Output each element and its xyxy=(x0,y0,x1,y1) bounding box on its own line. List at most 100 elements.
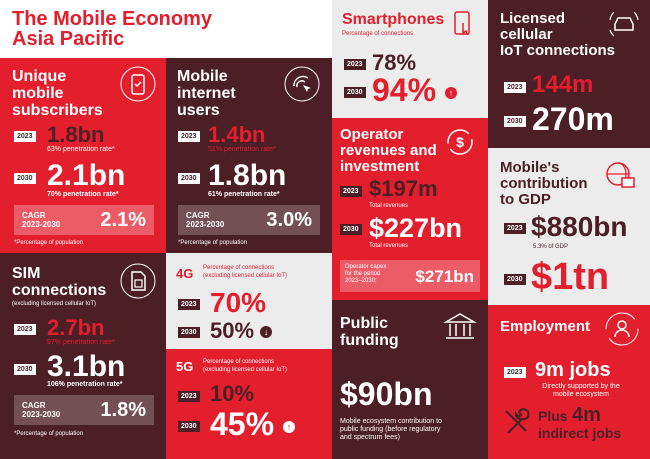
year-badge: 2023 xyxy=(14,324,36,335)
year-badge: 2030 xyxy=(344,87,366,98)
sim-title: SIM connections xyxy=(12,265,107,299)
dollar-cycle-icon: $ xyxy=(447,129,473,155)
cagr-box: CAGR 2023-2030 2.1% xyxy=(14,205,154,235)
year-badge: 2030 xyxy=(178,173,200,184)
value-2030: 2.1bn xyxy=(47,159,126,192)
year-badge: 2023 xyxy=(178,299,200,310)
cagr-value: 2.1% xyxy=(100,208,146,231)
5g-panel: 5G Percentage of connections (excluding … xyxy=(166,349,332,459)
internet-users-panel: Mobile internet users 2023 1.4bn 51% pen… xyxy=(166,58,332,253)
note-2023: Total revenues xyxy=(369,203,409,209)
funding-value: $90bn xyxy=(340,376,433,412)
value-2023: $880bn xyxy=(531,211,628,242)
smartphones-subtitle: Percentage of connections xyxy=(342,31,414,37)
operator-revenues-panel: Operator revenues and investment $ 2023 … xyxy=(332,118,488,300)
footnote: *Percentage of population xyxy=(14,240,84,246)
value-2030: 270m xyxy=(532,101,614,137)
value-2030: 45% ↑ xyxy=(210,408,295,440)
year-badge: 2030 xyxy=(178,421,200,432)
year-badge: 2023 xyxy=(504,223,526,234)
funding-desc: Mobile ecosystem contribution to public … xyxy=(340,418,442,441)
jobs-desc: Directly supported by the mobile ecosyst… xyxy=(542,383,620,398)
value-2023: 2.7bn xyxy=(47,315,105,340)
phone-check-icon xyxy=(120,66,156,102)
value-2023: 1.4bn xyxy=(208,122,266,147)
capex-box: Operator capex for the period 2023–2030:… xyxy=(340,260,480,292)
public-funding-panel: Public funding $90bn Mobile ecosystem co… xyxy=(332,300,488,459)
year-badge: 2030 xyxy=(14,173,36,184)
4g-panel: 4G Percentage of connections (excluding … xyxy=(166,253,332,349)
unique-subscribers-panel: Unique mobile subscribers 2023 1.8bn 63%… xyxy=(0,58,166,253)
indirect-jobs: Plus 4m indirect jobs xyxy=(538,404,622,441)
note-2023: 97% penetration rate* xyxy=(47,339,115,346)
value-2030: 94% ↑ xyxy=(372,74,457,106)
tools-icon xyxy=(505,408,530,434)
value-2030: $227bn xyxy=(369,213,463,243)
note-2023: 51% penetration rate* xyxy=(208,146,276,153)
year-badge: 2023 xyxy=(504,367,526,378)
year-badge: 2030 xyxy=(504,116,526,127)
year-badge: 2023 xyxy=(340,186,362,197)
year-badge: 2023 xyxy=(344,59,366,70)
globe-devices-icon xyxy=(606,162,635,188)
person-icon xyxy=(605,312,639,346)
sim-subtitle: (excluding licensed cellular IoT) xyxy=(12,301,97,307)
note-2030: 70% penetration rate* xyxy=(47,191,119,198)
svg-text:$: $ xyxy=(456,134,464,150)
value-2023: 144m xyxy=(532,71,594,98)
operator-title: Operator revenues and investment xyxy=(340,126,437,175)
5g-label: 5G xyxy=(176,359,194,374)
note-2030: 61% penetration rate* xyxy=(208,191,280,198)
year-badge: 2030 xyxy=(504,274,526,285)
note-2023: 5.3% of GDP xyxy=(533,244,569,250)
value-2030: 3.1bn xyxy=(47,350,126,383)
employment-title: Employment xyxy=(500,318,591,335)
smartphones-title: Smartphones xyxy=(342,11,445,28)
value-2023: 1.8bn xyxy=(47,122,105,147)
year-badge: 2030 xyxy=(178,327,200,338)
phone-tap-icon xyxy=(454,11,470,36)
cagr-box: CAGR 2023-2030 3.0% xyxy=(178,205,320,235)
sim-connections-panel: SIM connections (excluding licensed cell… xyxy=(0,253,166,459)
value-2023: 70% xyxy=(210,287,267,318)
value-2023: 78% xyxy=(372,50,417,75)
gdp-panel: Mobile's contribution to GDP 2023 $880bn… xyxy=(488,148,650,305)
smartphones-panel: Smartphones Percentage of connections 20… xyxy=(332,0,488,118)
internet-title: Mobile internet users xyxy=(177,68,236,119)
cagr-value: 1.8% xyxy=(100,398,146,421)
footnote: *Percentage of population xyxy=(14,431,84,437)
year-badge: 2023 xyxy=(14,131,36,142)
5g-desc: Percentage of connections (excluding lic… xyxy=(203,359,288,373)
arrow-up-icon: ↑ xyxy=(444,86,457,99)
4g-label: 4G xyxy=(176,266,194,281)
note-2030: Total revenues xyxy=(369,243,409,249)
cagr-box: CAGR 2023-2030 1.8% xyxy=(14,395,154,425)
arrow-down-icon: ↓ xyxy=(260,326,273,339)
note-2023: 63% penetration rate* xyxy=(47,146,115,153)
arrow-up-icon: ↑ xyxy=(282,420,295,433)
employment-panel: Employment 2023 9m jobs Directly support… xyxy=(488,305,650,459)
footnote: *Percentage of population xyxy=(178,240,248,246)
unique-title: Unique mobile subscribers xyxy=(12,68,103,119)
value-2023: $197m xyxy=(369,176,438,201)
bank-building-icon xyxy=(443,313,477,339)
capex-value: $271bn xyxy=(415,267,474,286)
jobs-value: 9m jobs xyxy=(535,359,611,381)
cagr-value: 3.0% xyxy=(266,208,312,231)
value-2030: $1tn xyxy=(531,256,610,298)
year-badge: 2023 xyxy=(178,391,200,402)
4g-desc: Percentage of connections (excluding lic… xyxy=(203,265,288,279)
value-2030: 1.8bn xyxy=(208,159,287,192)
page-title: The Mobile Economy Asia Pacific xyxy=(12,8,213,50)
value-2023: 10% xyxy=(210,381,255,406)
year-badge: 2030 xyxy=(340,224,362,235)
funding-title: Public funding xyxy=(340,315,399,349)
iot-connections-panel: Licensed cellular IoT connections 2023 1… xyxy=(488,0,650,148)
value-2030: 50% ↓ xyxy=(210,320,273,342)
iot-title: Licensed cellular IoT connections xyxy=(500,10,616,59)
year-badge: 2023 xyxy=(504,82,526,93)
connected-car-icon xyxy=(609,11,639,37)
gdp-title: Mobile's contribution to GDP xyxy=(500,159,588,208)
note-2030: 106% penetration rate* xyxy=(47,381,123,388)
